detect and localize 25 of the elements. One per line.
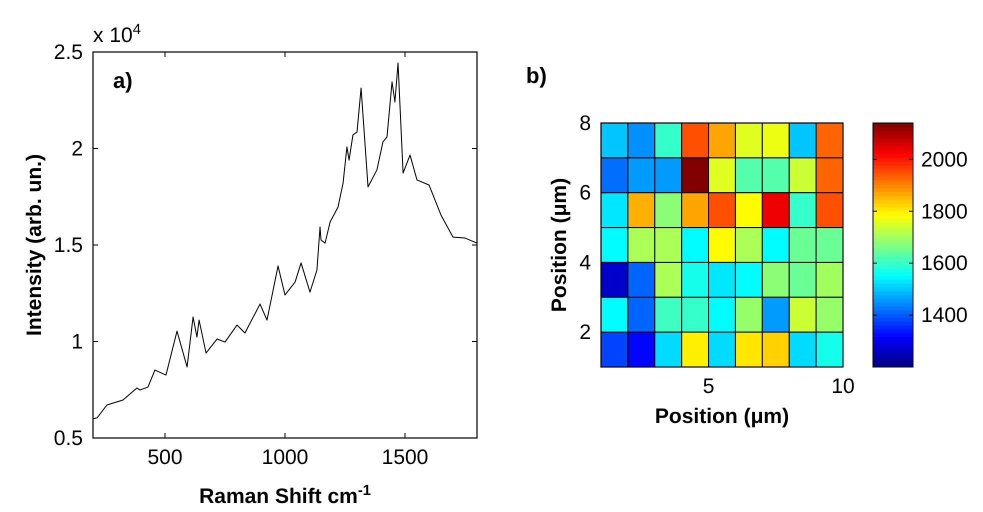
x-tick-label: 10 (831, 375, 855, 398)
y-axis-title: Intensity (arb. un.) (23, 154, 46, 336)
y-tick-label: 0.5 (54, 427, 83, 450)
x-axis-title: Raman Shift cm$^{-1}$ (199, 483, 371, 508)
x-axis-title: Position (μm) (654, 405, 790, 428)
y-tick-label: 4 (579, 251, 592, 274)
y-tick-label: 2.5 (54, 41, 83, 64)
text: x 10$^{4}$ (93, 22, 141, 47)
text: a) (113, 68, 133, 93)
x-tick-label: 1000 (262, 446, 308, 469)
color-bar-label: 1400 (921, 304, 968, 328)
y-axis-title: Position (μm) (548, 178, 571, 312)
y-tick-label: 2 (579, 321, 591, 344)
chart-title: b) (526, 63, 547, 88)
color-bar-label: 1800 (921, 200, 968, 224)
x-tick-label: 1500 (382, 446, 428, 469)
y-tick-label: 8 (579, 112, 591, 135)
y-tick-label: 6 (579, 182, 591, 205)
x-tick-label: 500 (147, 446, 183, 469)
color-bar-label: 2000 (921, 148, 968, 172)
y-tick-label: 2 (71, 138, 83, 160)
y-tick-label: 1 (71, 330, 83, 354)
color-bar-label: 1600 (921, 252, 968, 276)
x-tick-label: 5 (702, 375, 714, 398)
y-tick-label: 1.5 (54, 234, 83, 257)
